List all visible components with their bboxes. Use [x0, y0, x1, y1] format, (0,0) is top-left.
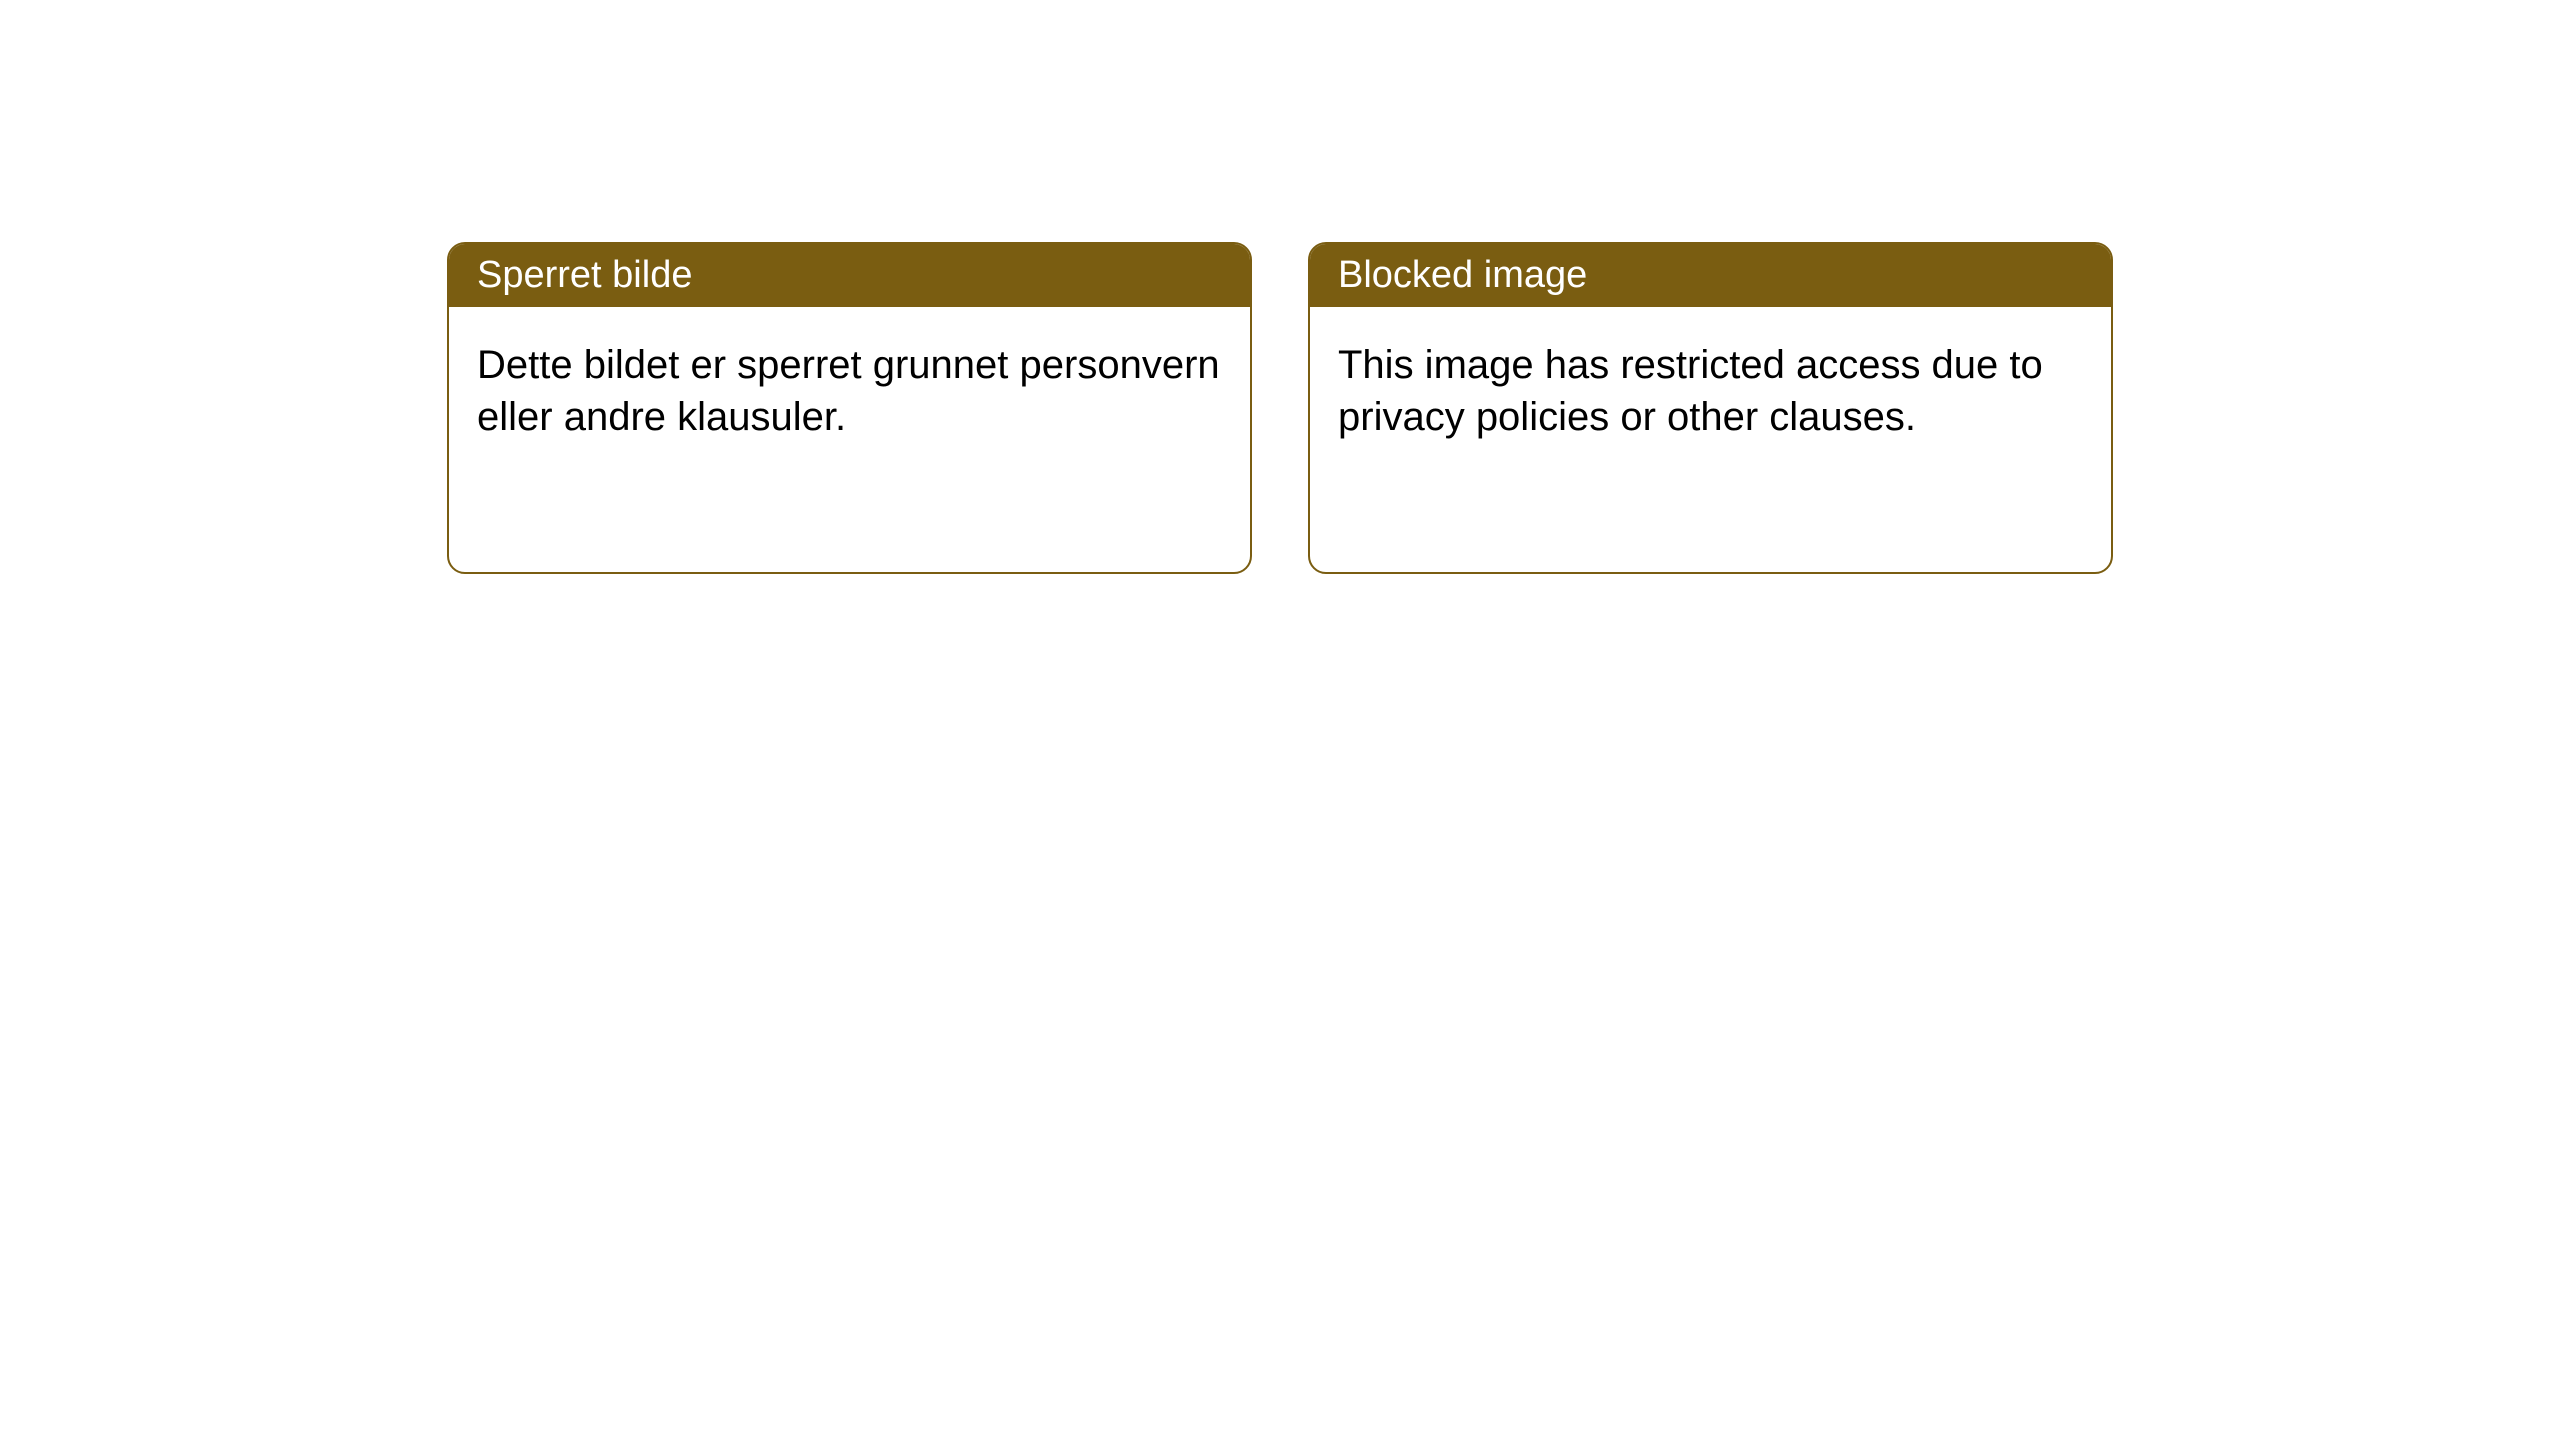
notice-card-title: Sperret bilde	[477, 254, 692, 296]
notice-card-body: This image has restricted access due to …	[1310, 307, 2111, 475]
notice-card-text: This image has restricted access due to …	[1338, 343, 2043, 439]
notice-cards-container: Sperret bilde Dette bildet er sperret gr…	[447, 242, 2113, 574]
notice-card-body: Dette bildet er sperret grunnet personve…	[449, 307, 1250, 475]
notice-card-norwegian: Sperret bilde Dette bildet er sperret gr…	[447, 242, 1252, 574]
notice-card-text: Dette bildet er sperret grunnet personve…	[477, 343, 1220, 439]
notice-card-english: Blocked image This image has restricted …	[1308, 242, 2113, 574]
notice-card-header: Blocked image	[1310, 244, 2111, 307]
notice-card-header: Sperret bilde	[449, 244, 1250, 307]
notice-card-title: Blocked image	[1338, 254, 1587, 296]
